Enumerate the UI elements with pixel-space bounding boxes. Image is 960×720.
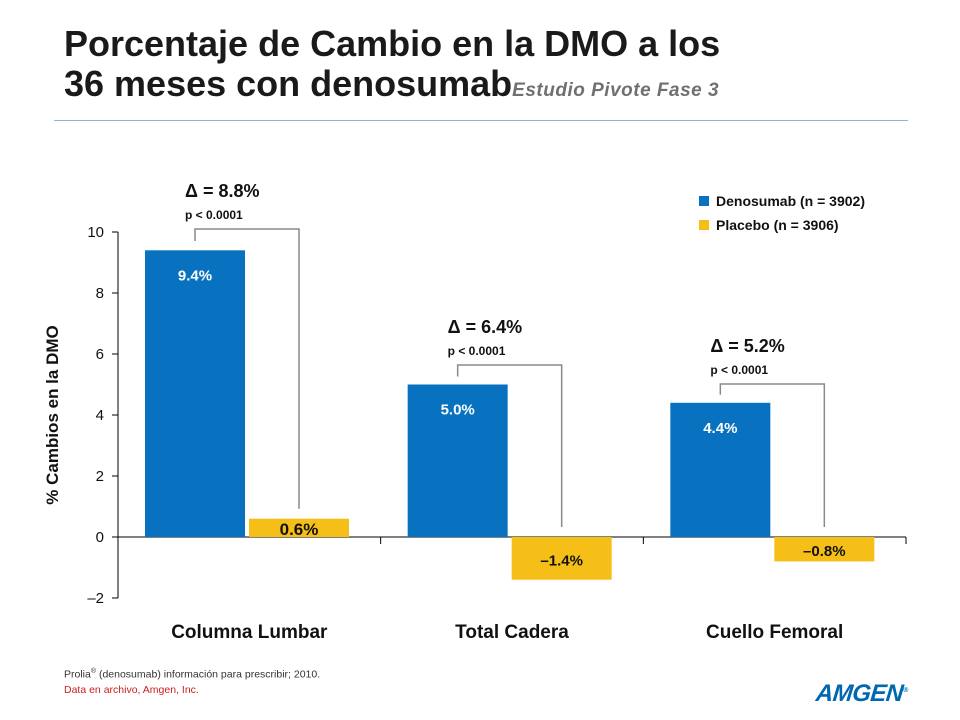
y-tick-label: –2: [87, 590, 104, 607]
x-category-label: Total Cadera: [455, 622, 569, 643]
legend-label-denosumab: Denosumab (n = 3902): [716, 193, 865, 209]
y-tick-label: 10: [87, 224, 104, 241]
significance-bracket: [719, 383, 826, 527]
denosumab-value-label: 4.4%: [703, 420, 737, 437]
footer-reference-mark: ®: [90, 668, 97, 675]
y-tick-label: 8: [96, 285, 104, 302]
denosumab-bar: [670, 402, 771, 537]
y-tick-label: 0: [96, 529, 104, 546]
significance-bracket: [456, 364, 563, 527]
footer-reference-text: (denosumab) información para prescribir;…: [96, 668, 321, 681]
amgen-logo-text: AMGEN: [815, 680, 905, 707]
footer-reference-name: Prolia: [64, 668, 91, 681]
legend-label-placebo: Placebo (n = 3906): [716, 217, 839, 233]
y-tick-label: 6: [96, 346, 104, 363]
placebo-bar: [249, 518, 349, 537]
placebo-value-label: 0.6%: [280, 520, 319, 539]
significance-bracket: [194, 228, 300, 509]
delta-annotation: Δ = 8.8%: [185, 181, 259, 201]
p-value-annotation: p < 0.0001: [185, 208, 243, 222]
delta-annotation: Δ = 5.2%: [710, 336, 784, 356]
x-category-label: Cuello Femoral: [706, 622, 843, 643]
denosumab-bar: [407, 384, 508, 537]
placebo-bar: [511, 537, 612, 580]
p-value-annotation: p < 0.0001: [710, 363, 768, 377]
footer-reference: Prolia® (denosumab) información para pre…: [64, 664, 320, 683]
y-axis-title: % Cambios en la DMO: [43, 325, 62, 504]
legend-swatch-placebo: [699, 220, 709, 230]
placebo-value-label: –0.8%: [803, 543, 846, 560]
title-subtitle: Estudio Pivote Fase 3: [512, 80, 720, 101]
amgen-logo: AMGEN®: [815, 680, 909, 708]
p-value-annotation: p < 0.0001: [448, 344, 506, 358]
y-tick-label: 4: [96, 407, 104, 424]
denosumab-bar: [145, 250, 245, 538]
denosumab-value-label: 5.0%: [441, 402, 475, 419]
footer: Prolia® (denosumab) información para pre…: [64, 664, 320, 698]
title-line-2: 36 meses con denosumab: [64, 63, 513, 104]
placebo-value-label: –1.4%: [540, 552, 583, 569]
slide-title: Porcentaje de Cambio en la DMO a los 36 …: [64, 24, 934, 111]
x-category-label: Columna Lumbar: [171, 622, 328, 643]
legend-swatch-denosumab: [699, 196, 709, 206]
title-line-1: Porcentaje de Cambio en la DMO a los: [64, 23, 721, 64]
delta-annotation: Δ = 6.4%: [448, 317, 522, 337]
amgen-logo-mark: ®: [903, 687, 909, 694]
title-divider: [54, 120, 908, 121]
denosumab-value-label: 9.4%: [178, 267, 212, 284]
placebo-bar: [774, 537, 875, 562]
footer-note: Data en archivo, Amgen, Inc.: [64, 683, 199, 696]
y-tick-label: 2: [96, 468, 104, 485]
